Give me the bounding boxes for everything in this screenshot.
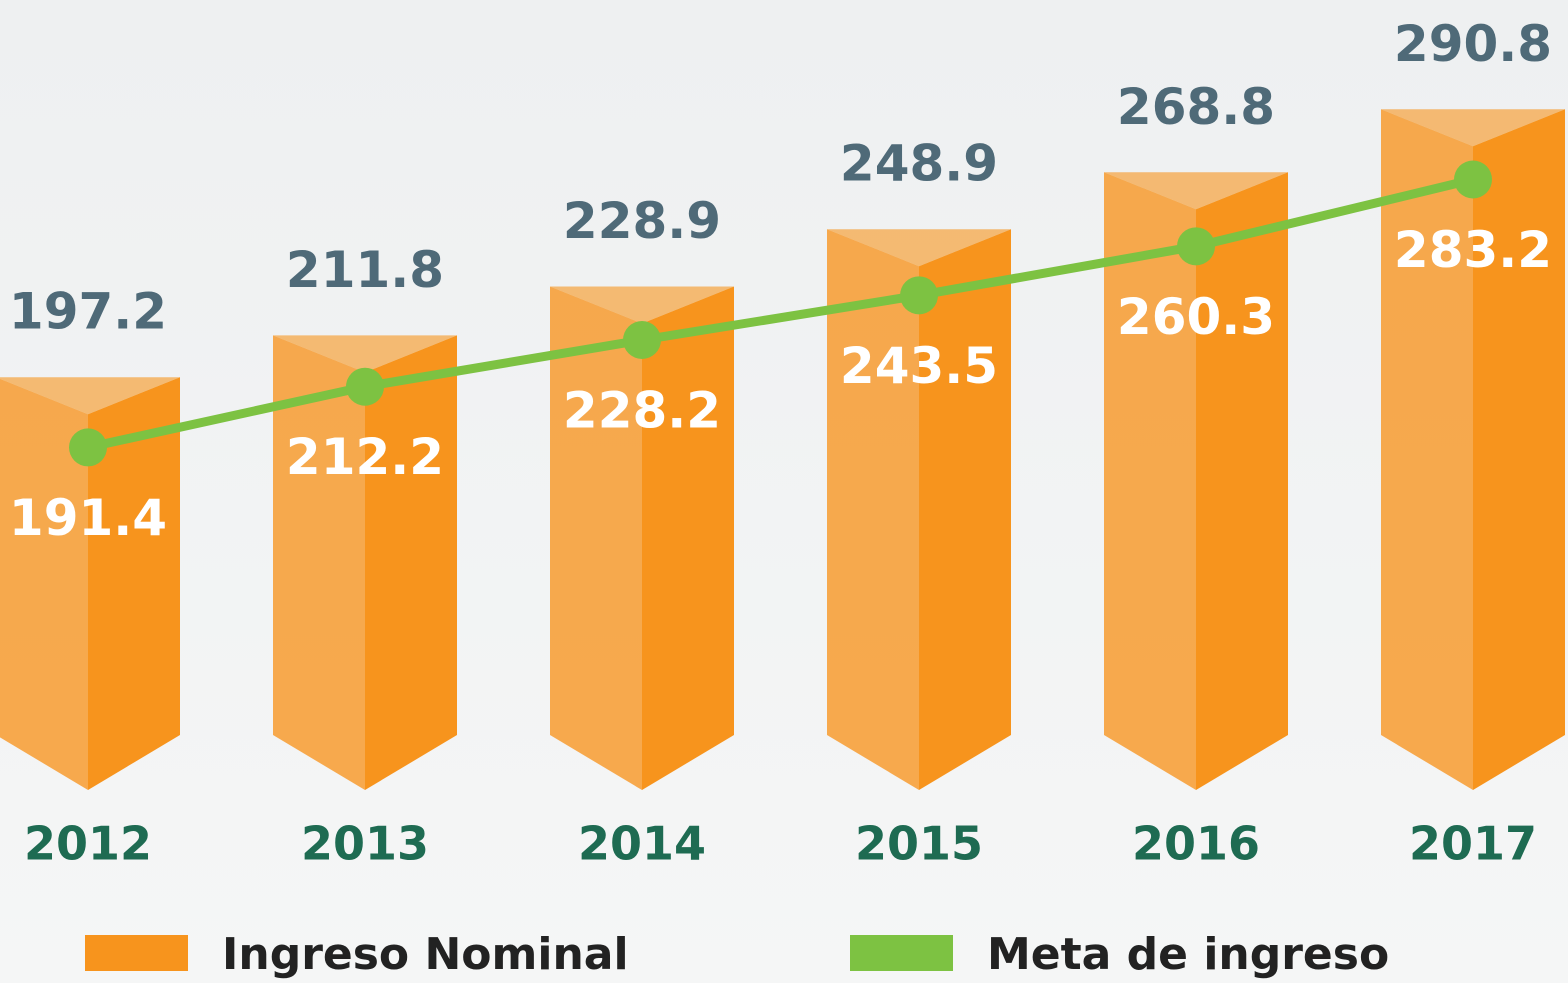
bar-value-label: 228.9 [563, 192, 721, 250]
line-value-label: 283.2 [1394, 221, 1552, 279]
bar-top-face [0, 377, 180, 415]
x-tick-label: 2017 [1409, 817, 1537, 871]
line-point [623, 321, 661, 359]
line-point [69, 428, 107, 467]
legend-swatch [85, 935, 188, 971]
bar-top-face [273, 335, 457, 373]
x-tick-label: 2016 [1132, 817, 1260, 871]
line-value-label: 260.3 [1117, 288, 1275, 346]
bar [0, 377, 180, 790]
bar [550, 286, 734, 790]
bar-right-face [88, 377, 180, 790]
line-value-label: 243.5 [840, 337, 998, 395]
bar-right-face [642, 286, 734, 790]
bar-value-label: 248.9 [840, 135, 998, 193]
line-point [1177, 227, 1215, 266]
bar [827, 229, 1011, 791]
bar-top-face [1381, 109, 1565, 147]
bar-value-label: 290.8 [1394, 15, 1552, 73]
x-tick-label: 2013 [301, 817, 429, 871]
line-point [1454, 160, 1492, 199]
x-tick-label: 2015 [855, 817, 983, 871]
bar-top-face [1104, 172, 1288, 210]
bar-left-face [827, 229, 919, 791]
bar-right-face [1196, 172, 1288, 791]
line-value-label: 212.2 [286, 428, 444, 486]
legend: Ingreso Nominal Meta de ingreso [85, 929, 1389, 980]
bar-right-face [919, 229, 1011, 791]
bar-right-face [365, 335, 457, 790]
plot-area: 197.2 211.8 228.9 248.9 268.8 290.8 191.4 212.2… [0, 15, 1565, 871]
x-tick-label: 2014 [578, 817, 706, 871]
bar-value-label: 268.8 [1117, 78, 1275, 136]
x-tick-label: 2012 [24, 817, 152, 871]
line-point [346, 367, 384, 406]
legend-swatch [850, 935, 953, 971]
bar-left-face [550, 286, 642, 790]
bar-left-face [1104, 172, 1196, 791]
line [87, 175, 1475, 452]
bar [1104, 172, 1288, 791]
bar-top-face [550, 286, 734, 324]
bar-value-label: 197.2 [9, 283, 167, 341]
bar [1381, 109, 1565, 791]
bar [273, 335, 457, 790]
line-value-label: 191.4 [9, 489, 167, 547]
bar-left-face [1381, 109, 1473, 791]
bar-top-face [827, 229, 1011, 267]
bar-left-face [273, 335, 365, 790]
legend-label: Meta de ingreso [987, 929, 1389, 980]
bar-value-label: 211.8 [286, 241, 444, 299]
bar-right-face [1473, 109, 1565, 791]
legend-label: Ingreso Nominal [222, 929, 629, 980]
line-point [900, 276, 938, 315]
line-value-label: 228.2 [563, 382, 721, 440]
bar-left-face [0, 378, 88, 790]
